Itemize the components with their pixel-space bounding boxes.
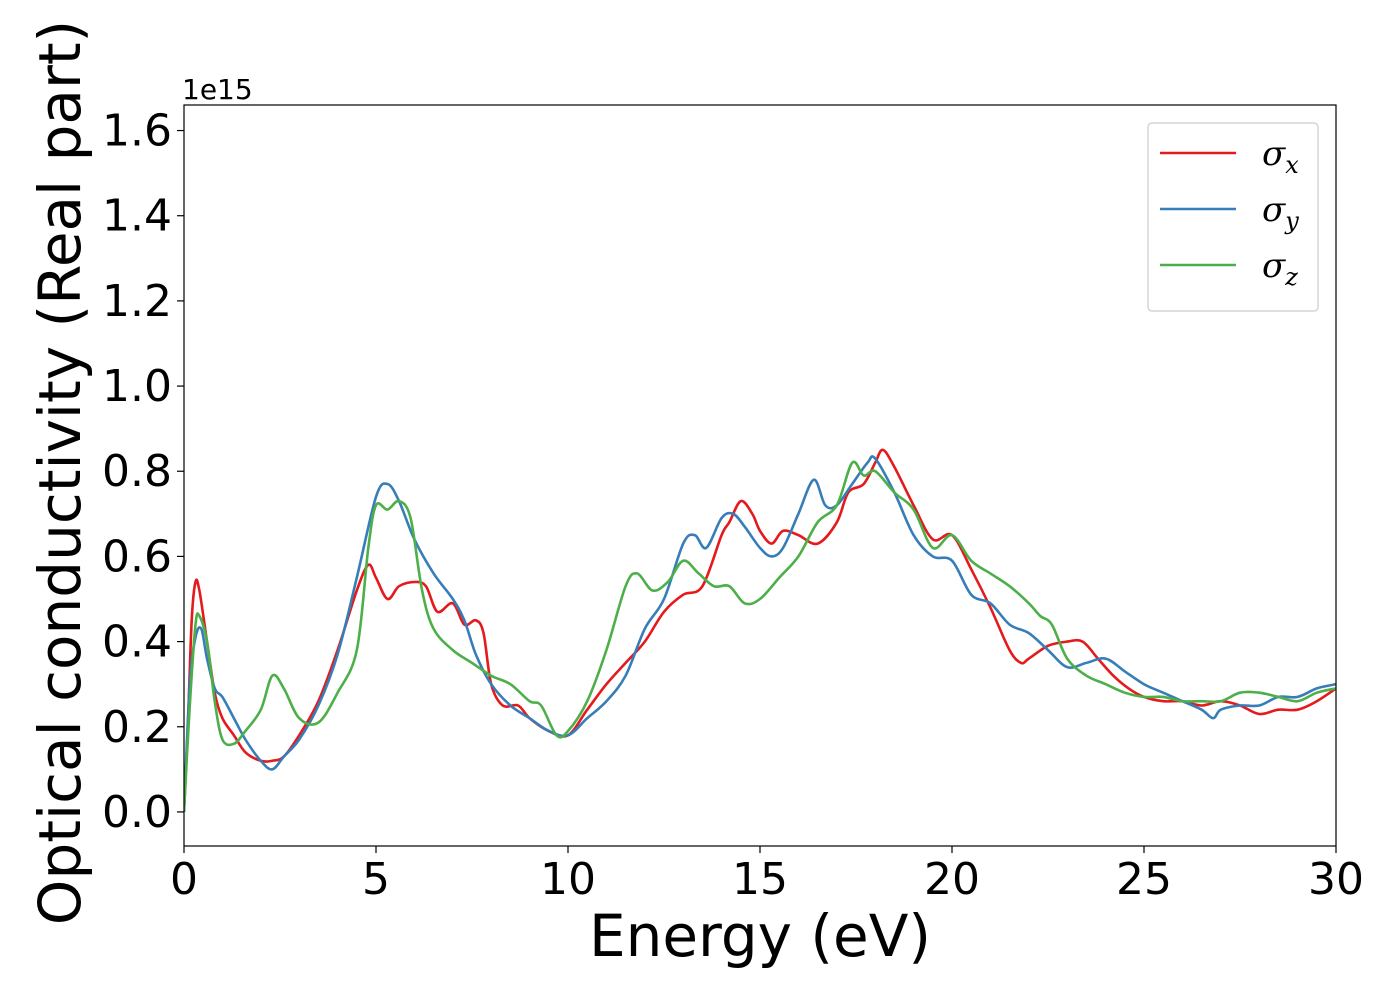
y-tick-label: 1.0	[102, 361, 172, 412]
y-tick-label: 1.6	[102, 106, 172, 157]
y-tick-label: 0.8	[102, 446, 172, 497]
x-tick-label: 15	[732, 854, 788, 905]
series-layer	[184, 448, 1336, 812]
legend: σx σy σz	[1147, 122, 1319, 312]
x-axis-title: Energy (eV)	[589, 902, 931, 970]
series-line-x	[184, 448, 1336, 812]
x-axis: 0 5 10 15 20 25 30	[170, 846, 1364, 905]
y-offset-label: 1e15	[182, 73, 253, 106]
series-line-y	[184, 455, 1336, 812]
x-tick-label: 25	[1116, 854, 1172, 905]
y-axis: 0.0 0.2 0.4 0.6 0.8 1.0 1.2 1.4 1.6	[102, 106, 184, 838]
series-line-z	[184, 460, 1336, 812]
y-tick-label: 0.6	[102, 531, 172, 582]
y-axis-title: Optical conductivity (Real part)	[26, 20, 94, 925]
x-tick-label: 20	[924, 854, 980, 905]
x-tick-label: 30	[1308, 854, 1364, 905]
legend-label-z: σz	[1262, 246, 1298, 291]
x-tick-label: 5	[362, 854, 390, 905]
y-tick-label: 0.4	[102, 617, 172, 668]
y-tick-label: 1.4	[102, 191, 172, 242]
x-tick-label: 10	[540, 854, 596, 905]
y-tick-label: 0.2	[102, 702, 172, 753]
y-tick-label: 1.2	[102, 276, 172, 327]
y-tick-label: 0.0	[102, 787, 172, 838]
x-tick-label: 0	[170, 854, 198, 905]
legend-label-y: σy	[1262, 190, 1299, 235]
legend-label-x: σx	[1262, 134, 1299, 179]
